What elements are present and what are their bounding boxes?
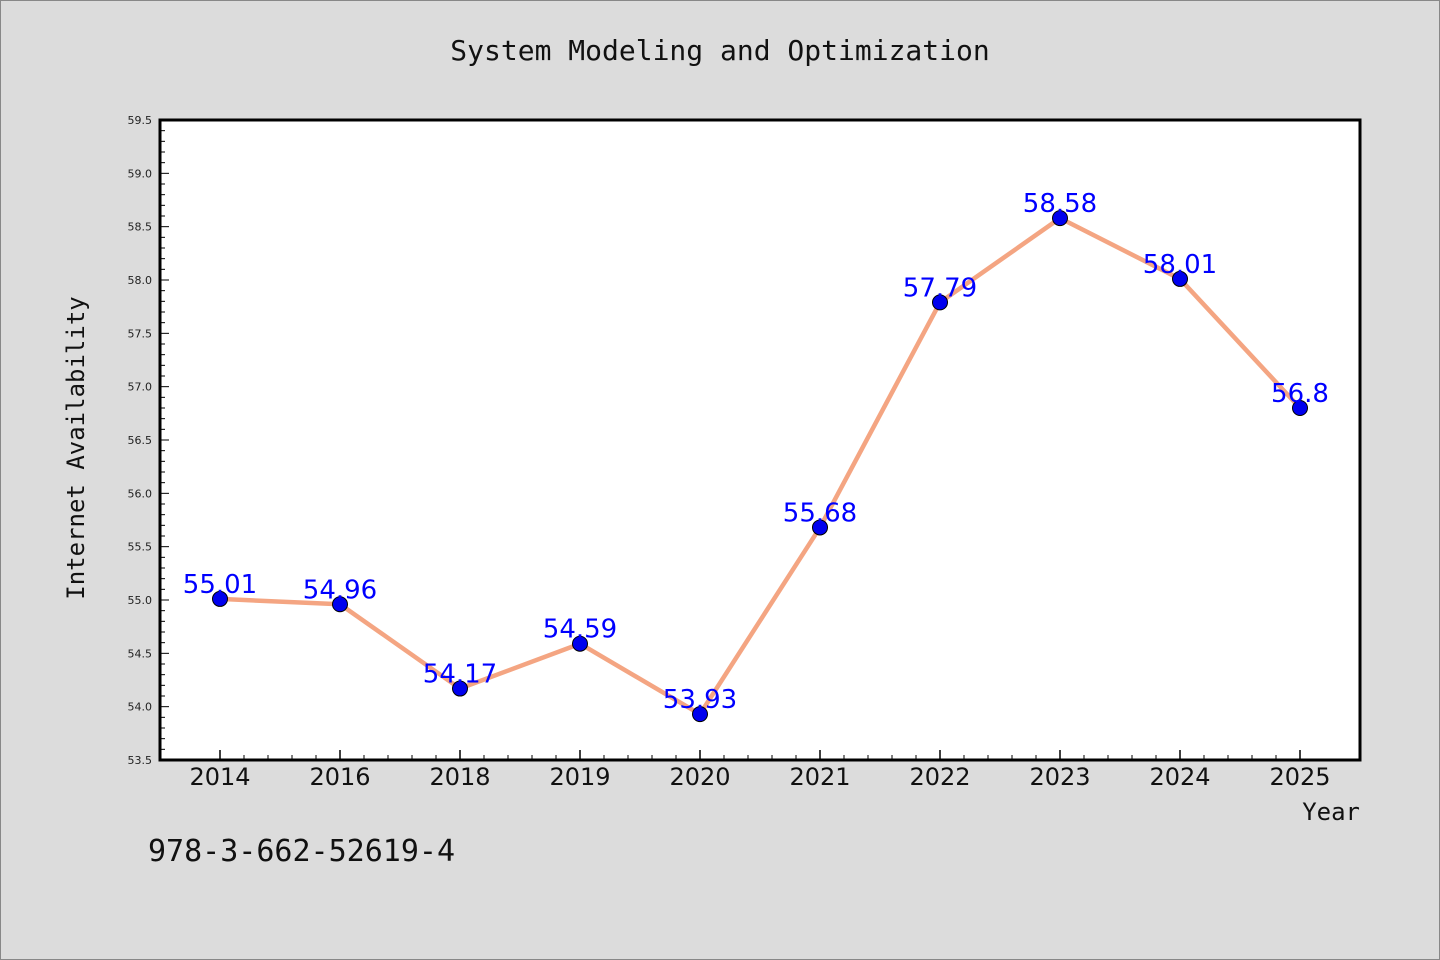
data-label: 55.01	[183, 570, 257, 600]
data-point	[1052, 210, 1068, 227]
y-tick-label: 57.5	[128, 327, 153, 340]
x-tick-label: 2025	[1269, 763, 1330, 791]
x-tick-label: 2020	[669, 763, 730, 791]
y-tick-label: 59.0	[128, 167, 153, 180]
y-tick-label: 55.0	[128, 594, 153, 607]
x-tick-label: 2024	[1149, 763, 1210, 791]
x-tick-label: 2021	[789, 763, 850, 791]
data-point	[452, 680, 468, 697]
data-point	[692, 706, 708, 723]
y-tick-label: 53.5	[128, 754, 153, 767]
x-tick-label: 2022	[909, 763, 970, 791]
data-label: 58.58	[1023, 189, 1097, 219]
y-tick-label: 54.5	[128, 647, 153, 660]
data-labels: 55.01 54.96 54.17 54.59 53.93 55.68 57.79 58.58…	[183, 189, 1329, 715]
y-axis-title: Internet Availability	[62, 296, 90, 599]
y-tick-label: 57.0	[128, 381, 153, 394]
x-tick-label: 2023	[1029, 763, 1090, 791]
series-markers	[212, 210, 1308, 723]
y-tick-label: 55.5	[128, 541, 153, 554]
x-tick-label: 2019	[549, 763, 610, 791]
y-tick-label: 54.0	[128, 701, 153, 714]
data-label: 54.17	[423, 660, 497, 690]
chart-title: System Modeling and Optimization	[450, 34, 990, 67]
data-label: 55.68	[783, 498, 857, 528]
data-label: 56.8	[1271, 379, 1329, 409]
data-point	[1292, 400, 1308, 416]
plot-area	[160, 120, 1360, 760]
data-point	[212, 590, 228, 607]
data-point	[932, 294, 948, 311]
data-label: 54.96	[303, 575, 377, 605]
series-line	[219, 215, 1302, 717]
data-point	[812, 519, 828, 536]
x-tick-label: 2016	[309, 763, 370, 791]
y-tick-label: 59.5	[128, 114, 153, 127]
data-label: 54.59	[543, 615, 617, 645]
x-tick-label: 2014	[189, 763, 250, 791]
y-tick-label: 58.5	[128, 221, 153, 234]
y-tick-label: 56.0	[128, 487, 153, 500]
data-point	[572, 635, 588, 652]
y-tick-label: 56.5	[128, 434, 153, 447]
data-label: 58.01	[1143, 250, 1217, 280]
data-point	[332, 596, 348, 613]
y-tick-label: 58.0	[128, 274, 153, 287]
footer-code: 978-3-662-52619-4	[148, 834, 456, 869]
data-label: 53.93	[663, 685, 737, 715]
x-tick-label: 2018	[429, 763, 490, 791]
data-point	[1172, 270, 1188, 287]
x-axis: 2014 2016 2018 2019 2020 2021 2022 2023 2024 2025	[189, 750, 1331, 791]
plot-border	[158, 118, 1362, 762]
data-label: 57.79	[903, 273, 977, 303]
x-axis-title: Year	[1302, 798, 1360, 826]
